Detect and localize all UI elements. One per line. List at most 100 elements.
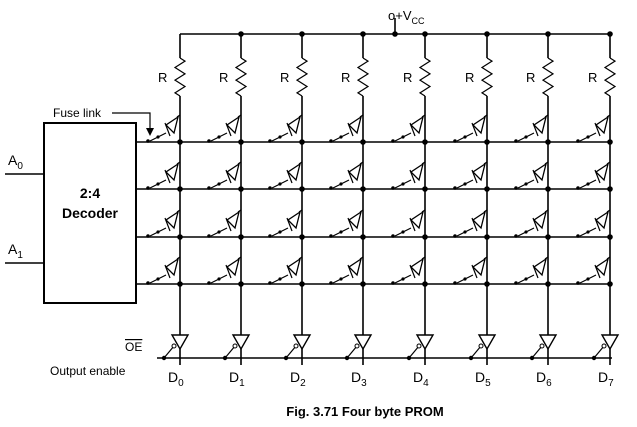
cell-junction-3-2 [299,281,305,287]
resistor-6 [541,57,555,97]
fuse-node-2-0 [146,234,150,238]
static-wiring: 2:4 Decoder A0 A1 o+VCC Fuse link OE Out… [5,8,612,419]
diode-bar-2-0 [164,217,171,232]
diode-lead-0-6 [544,114,549,118]
resistor-label-3: R [341,70,350,85]
diode-bar-1-3 [347,169,354,184]
oe-caption: Output enable [50,364,126,378]
diode-lead-1-1 [237,161,242,165]
fuse-node-b-1-1 [217,182,221,186]
diode-lead-0-4 [421,114,426,118]
output-label-3: D3 [351,369,367,389]
cell-junction-1-0 [177,186,183,192]
diode-2-3 [347,210,363,230]
diode-3-2 [286,257,302,277]
diode-0-0 [164,115,180,135]
decoder-block [43,122,137,304]
diode-0-1 [225,115,241,135]
resistor-3 [356,57,370,97]
supply-junction-4 [422,31,428,37]
diode-3-3 [347,257,363,277]
diode-lead-1-0 [176,161,181,165]
resistor-1 [234,57,248,97]
diode-lead-0-7 [606,114,611,118]
enable-bubble-1 [232,343,238,349]
output-label-0: D0 [168,369,184,389]
output-label-6: D6 [536,369,552,389]
diode-bar-2-4 [409,217,416,232]
supply-label: o+VCC [388,8,425,26]
diode-3-0 [164,257,180,277]
fuse-link-label: Fuse link [53,106,102,120]
diode-0-6 [532,115,548,135]
fuse-node-2-7 [576,234,580,238]
diode-bar-3-6 [532,264,539,279]
supply-subscript: CC [412,16,425,26]
supply-symbol: o+V [388,8,412,23]
diode-bar-0-5 [471,122,478,137]
output-buffer-5 [477,334,497,351]
diode-bar-2-3 [347,217,354,232]
enable-switch-7 [593,345,605,359]
diode-1-4 [409,162,425,182]
cell-junction-3-7 [607,281,613,287]
fuse-node-3-6 [514,281,518,285]
diode-bar-3-4 [409,264,416,279]
diode-lead-0-1 [237,114,242,118]
cell-junction-3-0 [177,281,183,287]
fuse-node-0-1 [207,139,211,143]
cell-junction-1-6 [545,186,551,192]
output-letter-5: D [475,369,485,385]
diode-bar-1-1 [225,169,232,184]
supply-junction-1 [238,31,244,37]
resistor-label-6: R [526,70,535,85]
output-buffer-1 [231,334,251,351]
fuse-node-b-0-2 [278,135,282,139]
fuse-node-3-4 [391,281,395,285]
output-buffer-2 [292,334,312,351]
diode-lead-3-2 [298,256,303,260]
diode-2-4 [409,210,425,230]
enable-bubble-0 [171,343,177,349]
fuse-node-1-7 [576,186,580,190]
diode-1-7 [594,162,610,182]
supply-junction-3 [360,31,366,37]
output-label-1: D1 [229,369,245,389]
fuse-node-b-0-4 [401,135,405,139]
fuse-node-b-1-6 [524,182,528,186]
output-letter-0: D [168,369,178,385]
enable-switch-1 [224,345,236,359]
resistor-4 [418,57,432,97]
diode-bar-3-1 [225,264,232,279]
enable-switch-2 [285,345,297,359]
diode-bar-1-7 [594,169,601,184]
enable-switch-4 [408,345,420,359]
cell-junction-1-4 [422,186,428,192]
fuse-node-0-7 [576,139,580,143]
cell-junction-3-1 [238,281,244,287]
output-sub-5: 5 [485,378,491,389]
output-letter-3: D [351,369,361,385]
fuse-node-1-1 [207,186,211,190]
cell-junction-3-4 [422,281,428,287]
enable-switch-3 [346,345,358,359]
diode-bar-1-4 [409,169,416,184]
diode-lead-2-3 [359,209,364,213]
diode-3-1 [225,257,241,277]
output-label-4: D4 [413,369,429,389]
input-label-a1: A1 [8,241,23,261]
output-sub-7: 7 [608,378,614,389]
resistor-label-7: R [588,70,597,85]
input-label-a0: A0 [8,152,23,172]
diode-0-7 [594,115,610,135]
diode-lead-3-6 [544,256,549,260]
fuse-node-b-1-2 [278,182,282,186]
diode-lead-2-6 [544,209,549,213]
diode-bar-1-0 [164,169,171,184]
fuse-node-0-5 [453,139,457,143]
output-label-5: D5 [475,369,491,389]
diode-3-5 [471,257,487,277]
cell-junction-1-1 [238,186,244,192]
enable-bubble-3 [354,343,360,349]
